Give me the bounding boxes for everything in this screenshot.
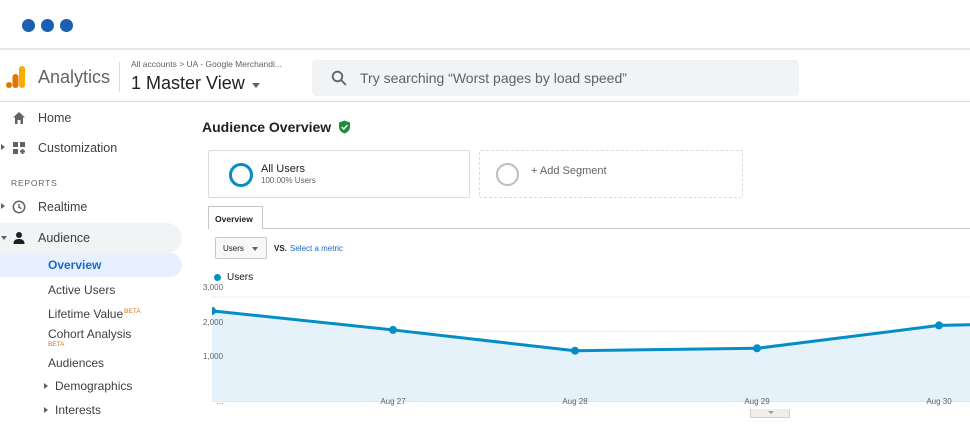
header-divider <box>119 62 120 92</box>
legend-dot-icon <box>214 274 221 281</box>
expand-arrow-icon <box>1 144 5 150</box>
search-icon <box>331 70 347 86</box>
window-titlebar <box>0 0 970 50</box>
sidebar-item-overview[interactable]: Overview <box>0 253 182 277</box>
sidebar-item-label: Customization <box>38 141 118 155</box>
verified-shield-icon <box>339 120 351 134</box>
expand-arrow-icon <box>44 383 48 389</box>
sidebar-item-label: Overview <box>48 258 102 272</box>
chevron-down-icon <box>252 247 258 251</box>
tab-overview[interactable]: Overview <box>208 206 263 229</box>
beta-badge: BETA <box>48 341 65 348</box>
search-input[interactable] <box>360 60 780 96</box>
sidebar-item-active-users[interactable]: Active Users <box>48 283 115 297</box>
dashboard-icon <box>13 142 25 154</box>
sidebar-item-demographics[interactable]: Demographics <box>44 379 132 393</box>
users-series-area <box>212 310 970 401</box>
view-name: 1 Master View <box>131 73 245 93</box>
beta-badge: BETA <box>124 308 141 315</box>
data-point[interactable] <box>935 321 943 330</box>
sidebar-item-label: Home <box>38 111 72 125</box>
window-close-button[interactable] <box>22 19 35 32</box>
segment-percentage: 100.00% Users <box>261 176 316 185</box>
metric-dropdown[interactable]: Users <box>215 237 267 259</box>
x-tick-label: Aug 30 <box>926 397 952 406</box>
sidebar-item-label: Lifetime Value <box>48 307 124 321</box>
window-maximize-button[interactable] <box>60 19 73 32</box>
sidebar-item-lifetime-value[interactable]: Lifetime ValueBETA <box>48 307 141 321</box>
y-tick-label: 2,000 <box>203 317 224 327</box>
x-tick-label: Aug 27 <box>380 397 406 406</box>
x-tick-label: Aug 28 <box>562 397 588 406</box>
chart-legend: Users <box>214 272 253 283</box>
sidebar-item-cohort-analysis[interactable]: Cohort Analysis BETA <box>48 327 131 348</box>
sidebar-item-customization[interactable]: Customization <box>0 133 182 163</box>
collapse-arrow-icon <box>1 236 7 240</box>
clock-icon <box>12 200 26 214</box>
page-title-text: Audience Overview <box>202 119 332 135</box>
sidebar-item-audience[interactable]: Audience <box>0 223 182 253</box>
segment-all-users[interactable]: All Users 100.00% Users <box>208 150 470 198</box>
analytics-logo-icon[interactable] <box>6 66 26 88</box>
search-bar[interactable] <box>312 60 799 96</box>
view-selector[interactable]: 1 Master View <box>131 73 260 94</box>
sidebar-item-label: Cohort Analysis <box>48 327 132 341</box>
tab-divider <box>263 228 970 229</box>
chart-scroll-handle[interactable] <box>750 409 790 418</box>
segment-ring-icon <box>229 163 253 187</box>
y-tick-label: 1,000 <box>203 352 224 362</box>
expand-arrow-icon <box>1 203 5 209</box>
x-tick-label: Aug 29 <box>744 397 770 406</box>
data-point[interactable] <box>212 306 216 315</box>
sidebar-item-realtime[interactable]: Realtime <box>0 192 182 222</box>
data-point[interactable] <box>389 325 397 334</box>
person-icon <box>13 232 25 244</box>
x-tick-label: ... <box>216 397 224 406</box>
data-point[interactable] <box>571 346 579 355</box>
analytics-header: Analytics All accounts > UA - Google Mer… <box>0 52 970 102</box>
y-tick-label: 3,000 <box>203 283 224 292</box>
sidebar-item-label: Active Users <box>48 283 116 297</box>
window-minimize-button[interactable] <box>41 19 54 32</box>
sidebar: Home Customization REPORTS Realtime Audi… <box>0 103 190 426</box>
page-title: Audience Overview <box>202 119 351 135</box>
users-series-line <box>212 309 970 353</box>
expand-arrow-icon <box>44 407 48 413</box>
app-name: Analytics <box>38 67 111 87</box>
legend-label: Users <box>227 272 254 283</box>
sidebar-item-label: Interests <box>55 403 102 417</box>
sidebar-item-audiences[interactable]: Audiences <box>48 356 104 370</box>
account-breadcrumb[interactable]: All accounts > UA - Google Merchandi... <box>131 59 282 69</box>
chevron-down-icon <box>768 411 774 414</box>
sidebar-item-label: Audiences <box>48 356 105 370</box>
main-content: Audience Overview All Users 100.00% User… <box>190 103 970 426</box>
sidebar-item-label: Demographics <box>55 379 133 393</box>
segment-name: All Users <box>261 163 306 175</box>
home-icon <box>13 112 25 124</box>
sidebar-item-label: Realtime <box>38 200 88 214</box>
select-metric-link[interactable]: Select a metric <box>290 244 343 253</box>
sidebar-item-interests[interactable]: Interests <box>44 403 101 417</box>
empty-segment-ring-icon <box>496 163 519 186</box>
sidebar-item-home[interactable]: Home <box>0 103 182 133</box>
metric-dropdown-value: Users <box>223 244 244 253</box>
reports-section-header: REPORTS <box>11 178 58 188</box>
sidebar-item-label: Audience <box>38 231 91 245</box>
data-point[interactable] <box>753 344 761 353</box>
add-segment-button[interactable]: + Add Segment <box>479 150 743 198</box>
add-segment-label: + Add Segment <box>531 165 607 177</box>
users-line-chart <box>212 296 970 402</box>
caret-down-icon <box>251 82 260 88</box>
vs-label: VS. <box>274 244 287 253</box>
